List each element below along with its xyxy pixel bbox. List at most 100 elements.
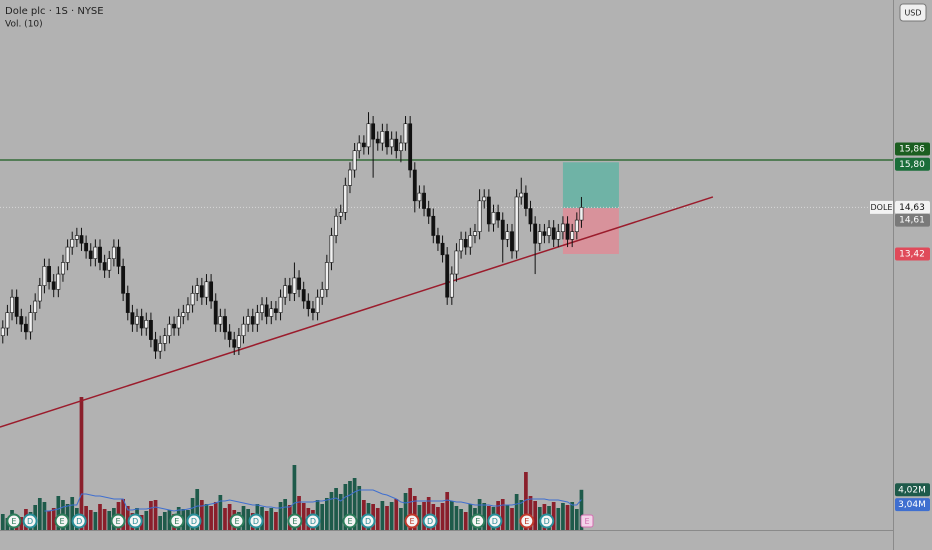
volume-bar: [153, 500, 158, 530]
candle-body: [10, 296, 14, 313]
event-label: D: [191, 517, 197, 526]
candle-body: [579, 207, 584, 221]
candle-body: [352, 150, 357, 171]
candle-body: [111, 246, 116, 259]
currency-label[interactable]: USD: [904, 9, 921, 18]
volume-bar: [334, 488, 338, 530]
candle-body: [227, 331, 232, 340]
last-price-badge-label: 14,63: [899, 203, 925, 213]
volume-bar: [579, 489, 584, 530]
entry-badge-label: 14,61: [899, 216, 925, 226]
candle-body: [135, 316, 139, 325]
event-label: D: [544, 517, 550, 526]
event-marker: [248, 513, 264, 529]
volume-bar: [436, 507, 440, 530]
candle-body: [5, 312, 10, 329]
candle-body: [139, 316, 144, 329]
candle-body: [84, 242, 89, 252]
candle-body: [491, 212, 496, 225]
candle-body: [56, 273, 61, 290]
event-label: D: [76, 517, 82, 526]
volume-bar: [422, 502, 426, 530]
candle-body: [343, 185, 348, 213]
event-marker: [487, 513, 503, 529]
candle-body: [348, 169, 352, 186]
volume-title: Vol. (10): [5, 20, 43, 30]
volume-bar: [375, 508, 380, 530]
volume-bar: [403, 493, 408, 530]
volume-bar: [394, 499, 399, 530]
volume-bar: [551, 502, 556, 530]
volume-bar: [348, 481, 352, 530]
stop-badge: [895, 247, 930, 261]
candle-body: [500, 219, 505, 240]
volume-bar: [338, 494, 343, 530]
candle-body: [380, 131, 385, 144]
volume-bar: [417, 505, 422, 530]
candle-body: [47, 266, 51, 283]
volume-bar: [505, 505, 510, 530]
event-label: E: [292, 517, 297, 526]
candle-body: [148, 320, 153, 340]
candle-body: [24, 323, 28, 333]
candle-body: [542, 231, 547, 236]
volume-bar: [357, 486, 362, 530]
volume-bar: [565, 505, 570, 530]
candle-body: [505, 231, 510, 240]
candle-body: [260, 304, 264, 313]
candle-body: [329, 235, 334, 263]
currency-button[interactable]: [899, 3, 927, 22]
candle-body: [510, 231, 514, 252]
event-marker: [54, 513, 70, 529]
event-marker: [539, 513, 555, 529]
volume-bar: [380, 501, 385, 530]
candle-body: [278, 296, 283, 313]
candle-body: [561, 223, 565, 232]
volume-bar: [320, 504, 325, 530]
candle-body: [287, 285, 292, 294]
candle-body: [79, 235, 84, 244]
candle-body: [125, 293, 130, 313]
candle-body: [199, 285, 204, 298]
stop-badge-label: 13,42: [899, 250, 925, 260]
candle-body: [250, 316, 255, 325]
volume-bar: [324, 498, 329, 530]
candle-body: [301, 289, 306, 302]
volume-bar: [98, 504, 102, 530]
event-label: D: [427, 517, 433, 526]
event-marker: [404, 513, 420, 529]
candle-body: [519, 192, 524, 198]
volume-bar: [385, 506, 389, 530]
candle-body: [19, 316, 24, 325]
volume-bar: [297, 496, 301, 530]
candle-body: [570, 231, 575, 240]
candle-body: [514, 196, 519, 252]
candle-body: [264, 304, 269, 317]
loss-zone: [562, 208, 619, 255]
candle-body: [144, 320, 149, 329]
event-label: E: [347, 517, 352, 526]
candle-body: [292, 277, 297, 294]
event-marker: [580, 514, 594, 528]
candle-body: [98, 246, 102, 263]
volume-bar: [500, 499, 505, 530]
candle-body: [412, 169, 417, 202]
volume-bar: [42, 502, 47, 530]
volume-bar: [561, 503, 565, 530]
volume-bar: [125, 506, 130, 530]
candle-body: [213, 300, 218, 325]
candle-body: [357, 142, 362, 152]
event-marker: [6, 513, 22, 529]
candle-body: [338, 212, 343, 217]
volume-bar: [107, 511, 112, 530]
symbol-title: Dole plc · 1S · NYSE: [5, 6, 104, 17]
candle-body: [311, 308, 315, 313]
candle-body: [403, 123, 408, 144]
candle-body: [422, 192, 426, 209]
symbol-badge-label: DOLE: [871, 203, 893, 212]
volume-bar: [389, 502, 394, 530]
volume-bar: [408, 488, 413, 530]
event-marker: [22, 513, 38, 529]
volume-bar: [223, 508, 227, 530]
